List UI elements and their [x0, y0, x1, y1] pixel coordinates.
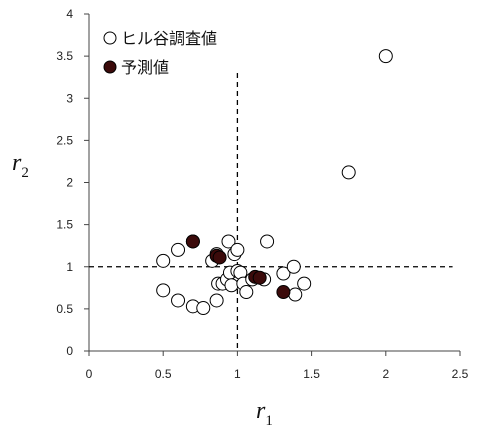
tick-marks — [84, 13, 461, 356]
y-tick-label: 4 — [66, 7, 73, 21]
survey-point — [221, 234, 236, 249]
survey-point — [209, 293, 224, 308]
survey-point — [230, 242, 245, 257]
y-axis-label: r2 — [12, 150, 29, 181]
legend-item-prediction: 予測値 — [103, 58, 169, 77]
prediction-point — [212, 250, 227, 265]
legend-item-survey: ヒル谷調査値 — [103, 29, 217, 48]
y-tick-label: 0 — [66, 344, 73, 358]
x-axis-label-sub: 1 — [265, 413, 273, 429]
y-tick-label: 2 — [66, 176, 73, 190]
prediction-point — [185, 234, 200, 249]
survey-point — [239, 285, 254, 300]
legend-label-survey: ヒル谷調査値 — [121, 29, 217, 48]
prediction-point — [252, 270, 267, 285]
y-tick-label: 2.5 — [56, 133, 73, 147]
survey-point — [260, 234, 275, 249]
y-tick-label: 3.5 — [56, 49, 73, 63]
survey-point — [196, 301, 211, 316]
x-tick-label: 2.5 — [452, 367, 469, 381]
prediction-point — [276, 285, 291, 300]
survey-point — [288, 287, 303, 302]
survey-point — [171, 242, 186, 257]
survey-point — [276, 266, 291, 281]
survey-point — [341, 165, 356, 180]
survey-point — [171, 293, 186, 308]
y-tick-label: 1 — [66, 260, 73, 274]
y-tick-label: 0.5 — [56, 302, 73, 316]
survey-point — [156, 283, 171, 298]
legend: ヒル谷調査値 予測値 — [103, 29, 217, 77]
data-points — [156, 49, 393, 316]
y-axis-label-sub: 2 — [21, 165, 29, 181]
x-tick-label: 1 — [234, 367, 241, 381]
y-axis-label-main: r — [12, 150, 22, 176]
y-tick-label: 1.5 — [56, 218, 73, 232]
x-tick-label: 1.5 — [303, 367, 320, 381]
x-tick-label: 0 — [86, 367, 93, 381]
survey-point — [286, 259, 301, 274]
x-tick-label: 0.5 — [155, 367, 172, 381]
x-tick-label: 2 — [382, 367, 389, 381]
survey-point — [156, 253, 171, 268]
survey-point — [378, 49, 393, 64]
x-axis-label: r1 — [256, 398, 273, 429]
survey-point — [297, 276, 312, 291]
tick-labels: 0 0.5 1 1.5 2 2.5 0 0.5 1 1.5 2 2.5 3 3.5 4 — [56, 7, 468, 381]
legend-label-prediction: 予測値 — [121, 58, 169, 77]
x-axis-label-main: r — [256, 398, 266, 424]
reference-lines — [89, 72, 453, 351]
survey-point — [224, 278, 239, 293]
legend-marker-open-circle — [103, 31, 117, 45]
y-tick-label: 3 — [66, 91, 73, 105]
legend-marker-filled-circle — [103, 60, 117, 74]
